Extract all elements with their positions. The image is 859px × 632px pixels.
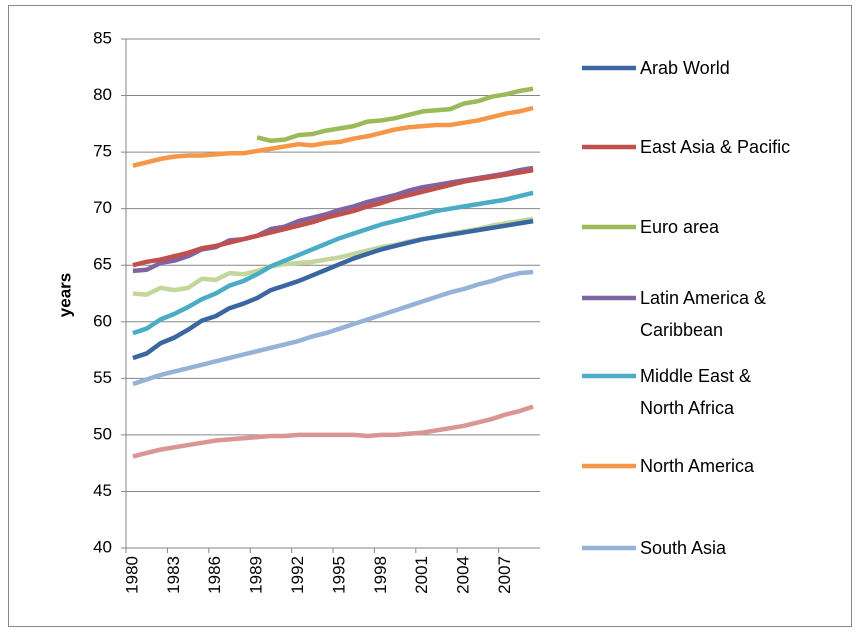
line-series <box>132 105 534 168</box>
x-tick-label: 1989 <box>247 556 266 594</box>
x-tick-label: 1983 <box>164 556 183 594</box>
legend-label: Euro area <box>640 217 720 237</box>
x-tick-label: 1986 <box>205 556 224 594</box>
y-tick-label: 85 <box>93 28 112 47</box>
legend-label: Arab World <box>640 58 730 78</box>
legend-label: Middle East & North Africa <box>640 366 752 418</box>
y-axis-title: years <box>55 273 74 317</box>
y-tick-label: 55 <box>93 368 112 387</box>
x-tick-label: 2001 <box>412 556 431 594</box>
x-tick-label: 1992 <box>288 556 307 594</box>
x-tick-label: 2004 <box>454 556 473 594</box>
y-tick-label: 60 <box>93 311 112 330</box>
legend-label: Latin America & Caribbean <box>640 288 767 340</box>
line-series <box>132 404 534 459</box>
x-tick-label: 1995 <box>329 556 348 594</box>
y-tick-label: 65 <box>93 255 112 274</box>
line-series <box>132 190 534 336</box>
line-series <box>256 86 534 144</box>
line-series <box>132 218 534 361</box>
legend-label: North America <box>640 456 755 476</box>
x-tick-label: 2007 <box>495 556 514 594</box>
legend-label: South Asia <box>640 538 727 558</box>
y-tick-label: 80 <box>93 85 112 104</box>
y-tick-label: 45 <box>93 481 112 500</box>
line-series <box>132 269 534 387</box>
line-series <box>132 167 534 268</box>
y-tick-label: 40 <box>93 537 112 556</box>
y-tick-label: 75 <box>93 142 112 161</box>
x-tick-label: 1998 <box>371 556 390 594</box>
x-tick-label: 1980 <box>122 556 141 594</box>
y-tick-label: 70 <box>93 198 112 217</box>
y-tick-label: 50 <box>93 424 112 443</box>
legend-label: East Asia & Pacific <box>640 137 791 157</box>
